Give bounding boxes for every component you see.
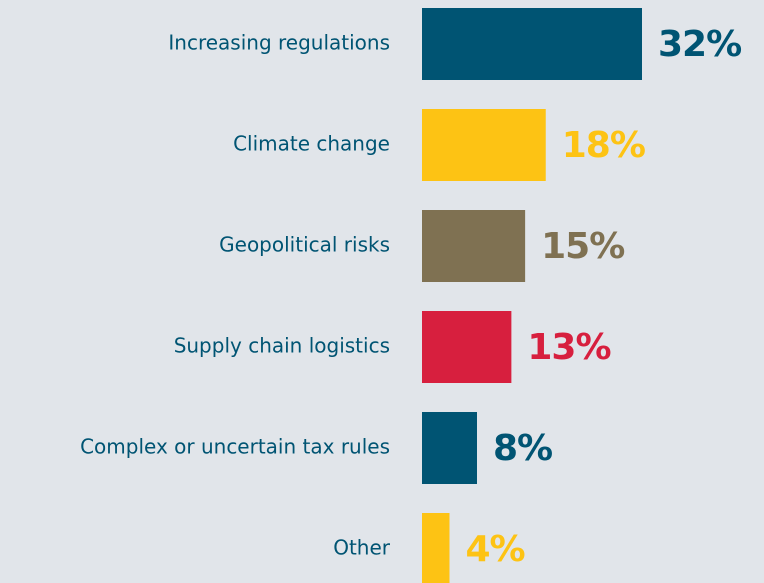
category-label: Other: [333, 536, 391, 560]
bar: [422, 8, 642, 80]
category-label: Complex or uncertain tax rules: [80, 435, 390, 459]
category-label: Climate change: [233, 132, 390, 156]
value-label: 13%: [527, 327, 610, 368]
value-label: 15%: [541, 226, 624, 267]
value-label: 32%: [658, 24, 741, 65]
bar: [422, 513, 450, 583]
value-label: 18%: [562, 125, 645, 166]
value-label: 4%: [466, 529, 525, 570]
bar: [422, 311, 512, 383]
bar: [422, 210, 526, 282]
bar: [422, 109, 546, 181]
value-label: 8%: [493, 428, 552, 469]
category-label: Supply chain logistics: [174, 334, 390, 358]
category-label: Increasing regulations: [168, 31, 390, 55]
category-label: Geopolitical risks: [219, 233, 390, 257]
bar: [422, 412, 477, 484]
